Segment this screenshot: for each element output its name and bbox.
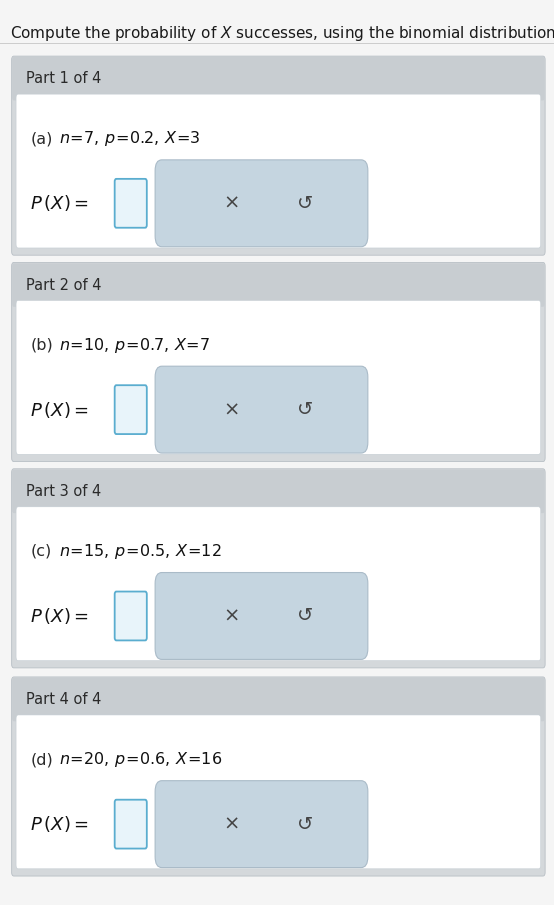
Text: Part 1 of 4: Part 1 of 4 [26, 71, 101, 86]
Text: $P\,(X) =$: $P\,(X) =$ [30, 400, 89, 420]
Text: ×: × [223, 814, 240, 834]
Text: $n\!=\!20,\,p\!=\!0.6,\,X\!=\!16$: $n\!=\!20,\,p\!=\!0.6,\,X\!=\!16$ [59, 750, 223, 769]
Text: $n\!=\!7,\,p\!=\!0.2,\,X\!=\!3$: $n\!=\!7,\,p\!=\!0.2,\,X\!=\!3$ [59, 129, 201, 148]
FancyBboxPatch shape [115, 800, 147, 849]
Text: (d): (d) [30, 752, 53, 767]
Text: ×: × [223, 606, 240, 625]
FancyBboxPatch shape [115, 179, 147, 228]
FancyBboxPatch shape [12, 470, 545, 513]
Text: Part 4 of 4: Part 4 of 4 [26, 692, 101, 707]
Text: $n\!=\!15,\,p\!=\!0.5,\,X\!=\!12$: $n\!=\!15,\,p\!=\!0.5,\,X\!=\!12$ [59, 542, 222, 561]
FancyBboxPatch shape [16, 94, 541, 248]
FancyBboxPatch shape [115, 592, 147, 641]
FancyBboxPatch shape [16, 715, 541, 869]
FancyBboxPatch shape [12, 469, 545, 668]
Text: ×: × [223, 194, 240, 213]
Text: ↺: ↺ [297, 814, 314, 834]
Text: ×: × [223, 400, 240, 419]
FancyBboxPatch shape [155, 781, 368, 868]
FancyBboxPatch shape [16, 507, 541, 661]
Text: ↺: ↺ [297, 194, 314, 213]
FancyBboxPatch shape [155, 160, 368, 247]
Text: (c): (c) [30, 544, 52, 559]
Text: Compute the probability of $\mathit{X}$ successes, using the binomial distributi: Compute the probability of $\mathit{X}$ … [10, 24, 554, 43]
Text: $P\,(X) =$: $P\,(X) =$ [30, 194, 89, 214]
Text: $P\,(X) =$: $P\,(X) =$ [30, 606, 89, 626]
Text: (a): (a) [30, 131, 53, 147]
FancyBboxPatch shape [16, 300, 541, 454]
Text: Part 2 of 4: Part 2 of 4 [26, 278, 101, 292]
Text: ↺: ↺ [297, 400, 314, 419]
Text: (b): (b) [30, 338, 53, 353]
FancyBboxPatch shape [155, 573, 368, 660]
FancyBboxPatch shape [12, 677, 545, 876]
Text: Part 3 of 4: Part 3 of 4 [26, 484, 101, 499]
Text: $n\!=\!10,\,p\!=\!0.7,\,X\!=\!7$: $n\!=\!10,\,p\!=\!0.7,\,X\!=\!7$ [59, 336, 211, 355]
FancyBboxPatch shape [12, 263, 545, 307]
FancyBboxPatch shape [12, 56, 545, 255]
Text: $P\,(X) =$: $P\,(X) =$ [30, 814, 89, 834]
FancyBboxPatch shape [12, 57, 545, 100]
FancyBboxPatch shape [115, 386, 147, 434]
FancyBboxPatch shape [12, 262, 545, 462]
FancyBboxPatch shape [12, 678, 545, 721]
FancyBboxPatch shape [155, 367, 368, 453]
Text: ↺: ↺ [297, 606, 314, 625]
